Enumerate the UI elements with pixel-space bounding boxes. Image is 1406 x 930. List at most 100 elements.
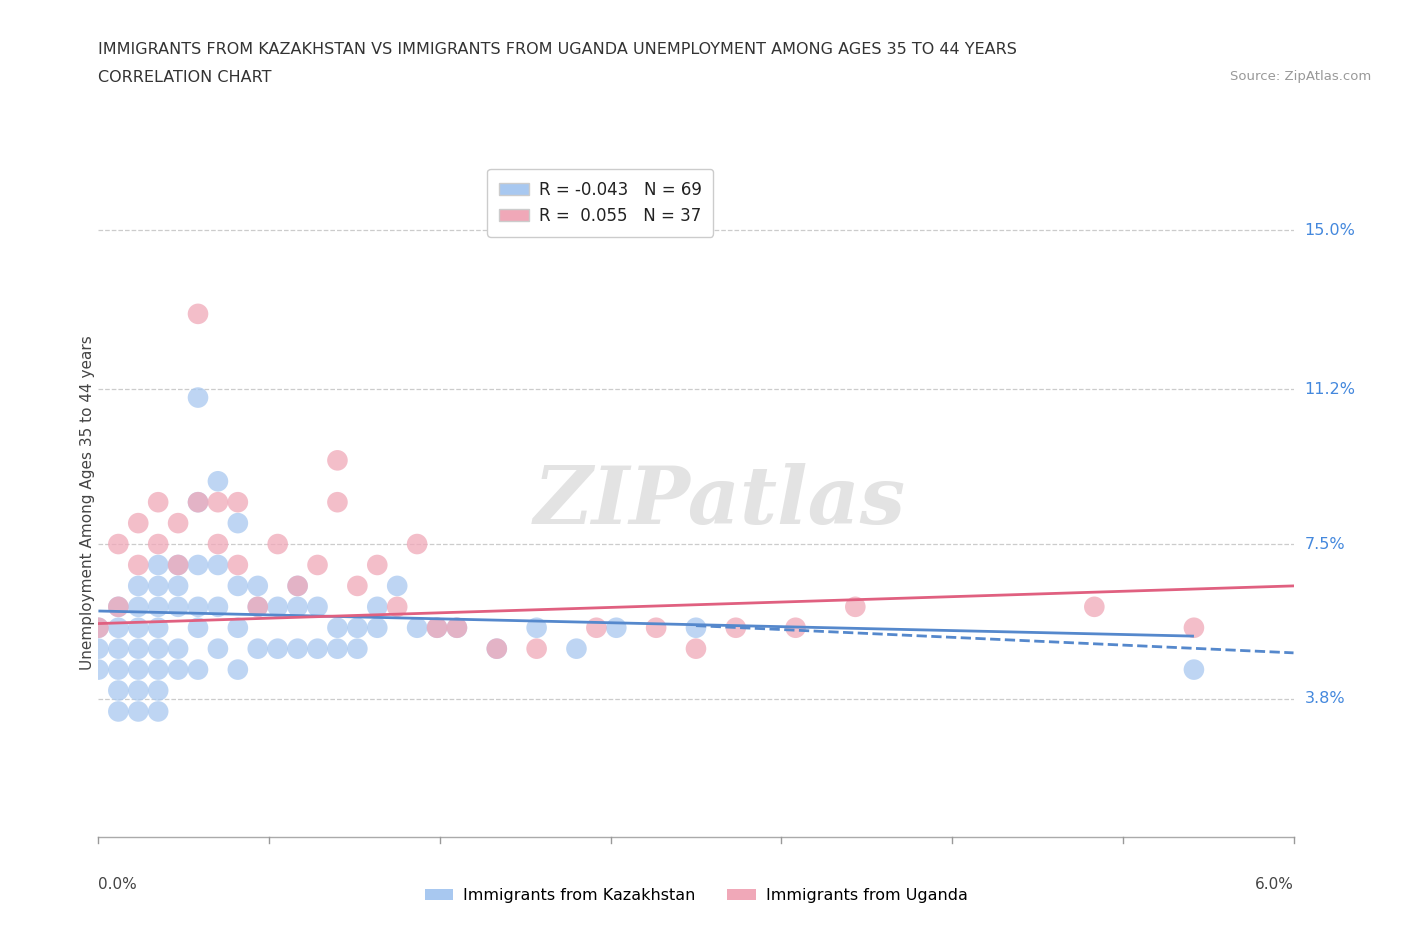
Point — [107, 662, 129, 677]
Point — [267, 537, 290, 551]
Point — [346, 642, 368, 657]
Text: ZIPatlas: ZIPatlas — [534, 463, 905, 541]
Point — [1182, 662, 1205, 677]
Point — [148, 642, 170, 657]
Text: CORRELATION CHART: CORRELATION CHART — [98, 70, 271, 85]
Point — [207, 495, 229, 510]
Point — [267, 600, 290, 615]
Point — [107, 537, 129, 551]
Point — [167, 662, 190, 677]
Point — [167, 558, 190, 573]
Point — [167, 600, 190, 615]
Point — [187, 307, 209, 322]
Point — [187, 600, 209, 615]
Point — [307, 600, 329, 615]
Point — [107, 620, 129, 635]
Point — [526, 642, 548, 657]
Point — [148, 495, 170, 510]
Point — [207, 474, 229, 489]
Point — [287, 642, 309, 657]
Point — [326, 620, 349, 635]
Point — [207, 600, 229, 615]
Point — [446, 620, 468, 635]
Point — [187, 620, 209, 635]
Point — [406, 537, 429, 551]
Point — [226, 620, 249, 635]
Point — [226, 558, 249, 573]
Point — [107, 642, 129, 657]
Point — [127, 578, 149, 593]
Point — [148, 600, 170, 615]
Point — [485, 642, 508, 657]
Point — [326, 495, 349, 510]
Point — [107, 704, 129, 719]
Text: IMMIGRANTS FROM KAZAKHSTAN VS IMMIGRANTS FROM UGANDA UNEMPLOYMENT AMONG AGES 35 : IMMIGRANTS FROM KAZAKHSTAN VS IMMIGRANTS… — [98, 42, 1018, 57]
Point — [645, 620, 668, 635]
Text: 15.0%: 15.0% — [1305, 222, 1355, 238]
Text: 3.8%: 3.8% — [1305, 691, 1346, 707]
Point — [226, 578, 249, 593]
Point — [148, 662, 170, 677]
Point — [385, 578, 409, 593]
Text: 0.0%: 0.0% — [98, 877, 138, 892]
Point — [307, 558, 329, 573]
Point — [605, 620, 627, 635]
Point — [87, 620, 110, 635]
Point — [565, 642, 588, 657]
Point — [426, 620, 449, 635]
Text: 7.5%: 7.5% — [1305, 537, 1346, 551]
Point — [724, 620, 747, 635]
Point — [167, 642, 190, 657]
Point — [385, 600, 409, 615]
Point — [287, 578, 309, 593]
Point — [246, 578, 269, 593]
Point — [1182, 620, 1205, 635]
Point — [148, 683, 170, 698]
Point — [406, 620, 429, 635]
Point — [366, 558, 388, 573]
Point — [287, 578, 309, 593]
Point — [246, 600, 269, 615]
Point — [148, 558, 170, 573]
Point — [446, 620, 468, 635]
Point — [87, 620, 110, 635]
Point — [127, 704, 149, 719]
Y-axis label: Unemployment Among Ages 35 to 44 years: Unemployment Among Ages 35 to 44 years — [80, 335, 94, 670]
Point — [127, 662, 149, 677]
Point — [526, 620, 548, 635]
Point — [148, 537, 170, 551]
Point — [226, 495, 249, 510]
Point — [226, 662, 249, 677]
Point — [585, 620, 607, 635]
Point — [685, 642, 707, 657]
Legend: Immigrants from Kazakhstan, Immigrants from Uganda: Immigrants from Kazakhstan, Immigrants f… — [418, 882, 974, 910]
Point — [844, 600, 866, 615]
Point — [326, 453, 349, 468]
Point — [485, 642, 508, 657]
Text: 6.0%: 6.0% — [1254, 877, 1294, 892]
Point — [148, 620, 170, 635]
Point — [187, 662, 209, 677]
Point — [267, 642, 290, 657]
Point — [207, 537, 229, 551]
Point — [246, 600, 269, 615]
Point — [326, 642, 349, 657]
Point — [87, 662, 110, 677]
Point — [187, 391, 209, 405]
Point — [127, 683, 149, 698]
Point — [87, 642, 110, 657]
Point — [287, 600, 309, 615]
Point — [107, 600, 129, 615]
Point — [167, 558, 190, 573]
Point — [685, 620, 707, 635]
Point — [785, 620, 807, 635]
Point — [148, 578, 170, 593]
Point — [226, 516, 249, 531]
Point — [127, 620, 149, 635]
Point — [207, 642, 229, 657]
Point — [346, 578, 368, 593]
Point — [1083, 600, 1105, 615]
Point — [187, 558, 209, 573]
Point — [366, 600, 388, 615]
Point — [127, 558, 149, 573]
